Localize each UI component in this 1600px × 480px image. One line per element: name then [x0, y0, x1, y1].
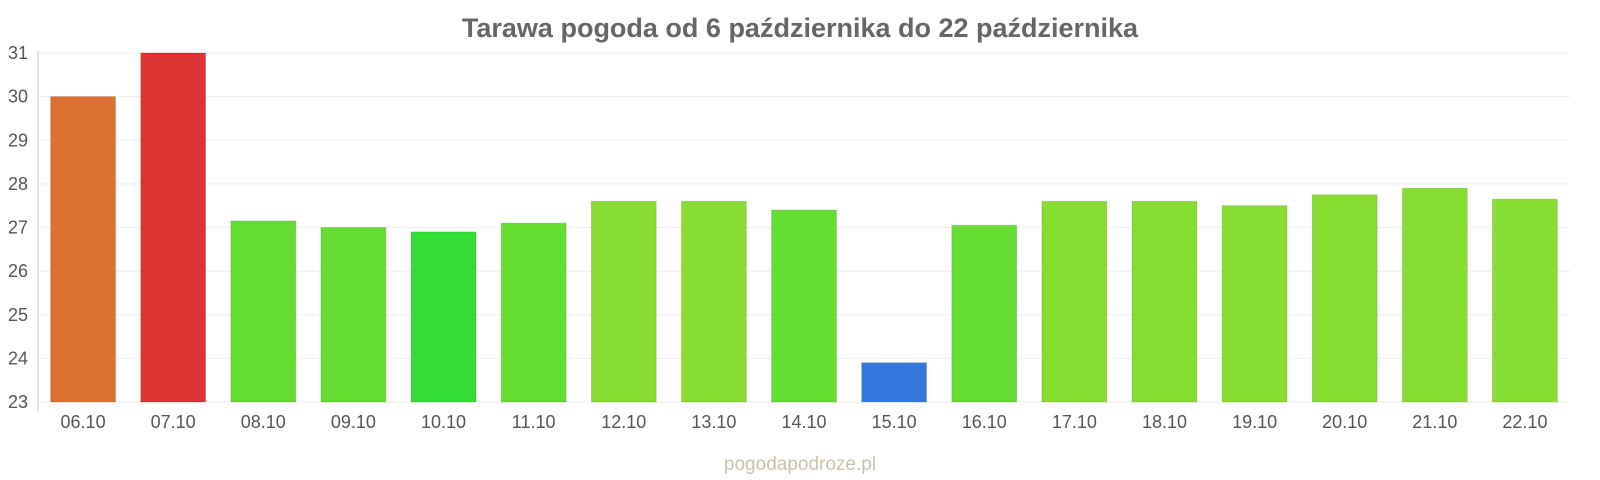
bar-17.10 — [1041, 200, 1108, 403]
bar-11.10 — [500, 222, 567, 403]
bar-10.10 — [410, 231, 477, 403]
x-tick-label: 16.10 — [962, 412, 1007, 432]
y-tick-label: 28 — [8, 174, 28, 194]
credit-label: pogodapodroze.pl — [724, 454, 876, 475]
bar-21.10 — [1401, 187, 1468, 403]
y-tick-label: 29 — [8, 130, 28, 150]
x-tick-label: 17.10 — [1052, 412, 1097, 432]
x-tick-label: 07.10 — [151, 412, 196, 432]
bar-22.10 — [1491, 198, 1558, 403]
x-tick-label: 21.10 — [1412, 412, 1457, 432]
x-tick-label: 06.10 — [61, 412, 106, 432]
bar-18.10 — [1131, 200, 1198, 403]
x-tick-label: 09.10 — [331, 412, 376, 432]
x-tick-label: 18.10 — [1142, 412, 1187, 432]
y-tick-label: 24 — [8, 348, 28, 368]
x-tick-label: 12.10 — [601, 412, 646, 432]
y-tick-label: 25 — [8, 305, 28, 325]
bar-20.10 — [1311, 194, 1378, 403]
bar-06.10 — [50, 96, 117, 403]
bar-08.10 — [230, 220, 297, 403]
x-axis-ticks: 06.10 07.10 08.10 09.10 10.10 11.10 12.10 13.10… — [61, 412, 1548, 432]
x-tick-label: 19.10 — [1232, 412, 1277, 432]
bars — [50, 52, 1558, 403]
bar-09.10 — [320, 227, 387, 403]
x-tick-label: 22.10 — [1502, 412, 1547, 432]
y-tick-label: 27 — [8, 218, 28, 238]
x-tick-label: 14.10 — [781, 412, 826, 432]
bar-16.10 — [951, 224, 1018, 403]
bar-14.10 — [771, 209, 837, 403]
y-tick-label: 31 — [8, 43, 28, 63]
x-tick-label: 10.10 — [421, 412, 466, 432]
y-tick-label: 26 — [8, 261, 28, 281]
y-tick-label: 23 — [8, 392, 28, 412]
x-tick-label: 13.10 — [691, 412, 736, 432]
bar-13.10 — [680, 200, 747, 403]
bar-12.10 — [590, 200, 657, 403]
y-axis-ticks: 23 24 25 26 27 28 29 30 31 — [8, 43, 28, 412]
bar-15.10 — [861, 362, 928, 403]
x-tick-label: 08.10 — [241, 412, 286, 432]
bar-07.10 — [140, 52, 207, 403]
x-tick-label: 15.10 — [872, 412, 917, 432]
x-tick-label: 11.10 — [512, 412, 556, 432]
chart-title: Tarawa pogoda od 6 października do 22 pa… — [462, 13, 1139, 43]
bar-19.10 — [1221, 205, 1288, 403]
x-tick-label: 20.10 — [1322, 412, 1367, 432]
y-tick-label: 30 — [8, 87, 28, 107]
